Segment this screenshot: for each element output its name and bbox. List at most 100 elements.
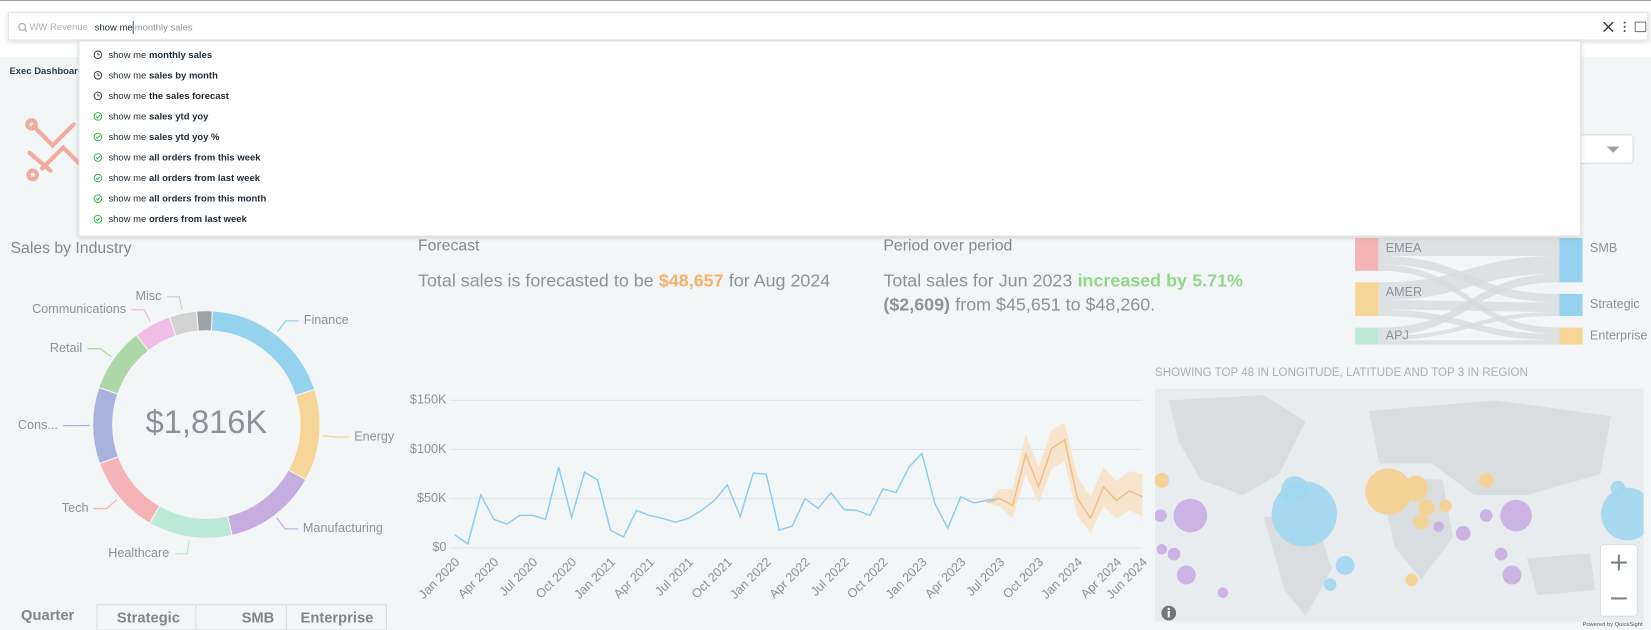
suggestion-prefix: show me [108,111,146,122]
search-icon [18,22,27,31]
suggestion-row[interactable]: show me sales ytd yoy [93,111,209,122]
sankey-label: AMER [1386,285,1422,299]
sankey-label: SMB [1590,241,1617,255]
verified-icon [93,173,103,183]
verified-icon [93,214,103,224]
footer: Powered by QuickSight [1582,622,1642,628]
sankey-link [1378,238,1560,257]
suggestion-row[interactable]: show me all orders from this month [93,193,266,204]
suggestion-dropdown [78,40,1581,237]
sankey-node [1559,238,1583,283]
slice-label: Retail [50,341,82,355]
table-header[interactable]: SMB [242,610,275,626]
kpi-sentence: Total sales is forecasted to be $48,657 fo… [418,270,830,290]
map-bubble [1479,509,1493,522]
leader-line [277,320,299,333]
map-bubble [1500,499,1532,532]
leader-line [131,309,152,323]
suggestion-text: show me sales by month [108,70,218,81]
sankey-link [1378,264,1560,334]
map-bubble [1405,573,1418,587]
sankey-node [1355,238,1379,271]
search-input[interactable]: show me monthly sales [95,22,193,33]
kpi-title: Forecast [418,238,480,255]
recent-icon [97,73,100,76]
kpi-sentence: Total sales for Jun 2023 increased by 5.71… [883,270,1243,290]
kpi-amount: ($2,609) [883,294,950,314]
suggestion-prefix: show me [108,173,146,184]
map-bubble [1402,475,1429,501]
logo [25,117,82,182]
info-icon-glyph [1167,607,1170,610]
suggestion-row[interactable]: show me sales by month [93,70,218,81]
sankey-link [1378,273,1560,337]
kpi-sentence: ($2,609) from $45,651 to $48,260. [883,294,1155,314]
recent-icon [97,93,100,97]
suggestion-prefix: show me [108,152,146,163]
leader-line [93,499,118,510]
sankey-link [1378,256,1560,301]
suggestion-row[interactable]: show me all orders from this week [93,152,261,163]
suggestion-prefix: show me [108,193,146,204]
suggestion-completion: sales ytd yoy % [149,131,220,142]
suggestion-text: show me all orders from this week [108,152,261,163]
tab-title[interactable]: Exec Dashboard [9,66,83,77]
map-bubble [1413,514,1429,530]
suggestion-row[interactable]: show me sales ytd yoy % [93,131,220,142]
suggestion-text: show me the sales forecast [108,90,229,101]
leader-line [166,296,183,311]
y-tick-label: $0 [432,540,446,554]
suggestion-row[interactable]: show me all orders from last week [93,173,261,184]
donut-slice [196,310,213,332]
map-bubble [1323,578,1337,591]
table-header[interactable]: Enterprise [301,610,374,626]
sankey-link [1378,340,1560,345]
table-tabs [96,604,387,630]
suggestion-text: show me sales ytd yoy % [108,131,220,142]
suggestion-completion: sales by month [149,70,218,81]
slice-label: Healthcare [108,546,169,560]
table-header[interactable]: Strategic [117,610,180,626]
verified-icon [95,197,101,201]
sankey-label: EMEA [1386,241,1422,255]
map-bubble [1478,472,1494,488]
search-overlay: WW Revenue show me monthly sales show me m… [7,12,1649,237]
sankey-node [1559,327,1583,345]
sankey-label: APJ [1386,328,1409,342]
slice-label: Energy [354,429,395,443]
map-bubble [1155,509,1167,522]
suggestion-prefix: show me [108,90,146,101]
dropdown-chevron [1606,146,1620,153]
recent-icon [93,71,103,80]
suggestion-prefix: show me [108,70,146,81]
verified-icon [95,217,101,222]
zoom-in[interactable] [1610,554,1627,571]
kpi-percent: 5.71% [1192,270,1243,290]
search-bar[interactable] [7,12,1649,41]
y-tick-label: $150K [410,393,447,407]
slice-label: Manufacturing [303,521,383,535]
suggestion-completion: all orders from last week [149,173,261,184]
more-button[interactable] [1623,21,1626,33]
map-bubble [1433,521,1444,533]
map-bubble [1502,565,1522,585]
map-bubble [1439,499,1452,513]
suggestion-row[interactable]: show me the sales forecast [93,90,230,101]
map-bubble [1156,544,1168,555]
sankey-label: Enterprise [1590,328,1648,342]
popout-button[interactable] [1634,21,1647,33]
verified-icon [93,153,103,162]
suggestion-completion: orders from last week [149,214,248,225]
suggestion-row[interactable]: show me monthly sales [93,49,212,60]
forecast-band [986,422,1143,534]
suggestion-prefix: show me [108,49,146,60]
map-bubble [1418,499,1435,516]
suggestion-row[interactable]: show me orders from last week [93,214,248,225]
verified-icon [93,112,103,121]
donut-center-label: $1,816K [146,403,268,440]
search-typed: show me [95,22,133,33]
slice-label: Finance [304,313,349,327]
search-hint: monthly sales [135,22,193,33]
clear-button[interactable] [1603,21,1614,33]
